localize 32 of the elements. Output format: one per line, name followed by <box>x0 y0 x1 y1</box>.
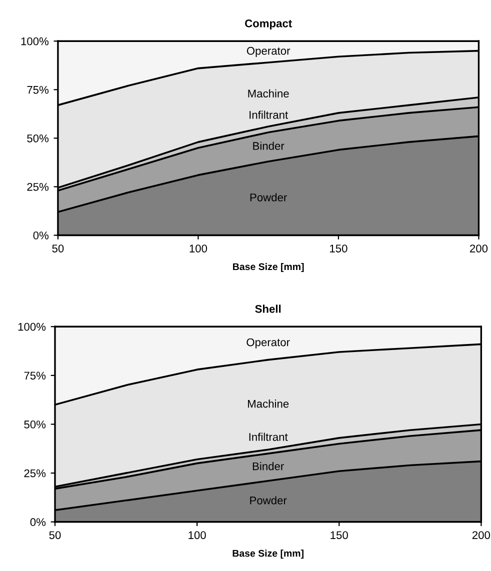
series-label: Machine <box>248 89 289 98</box>
y-tick-label: 0% <box>30 518 46 526</box>
y-tick-label: 100% <box>21 37 49 46</box>
y-tick-label: 0% <box>33 232 49 240</box>
x-tick-label: 50 <box>52 244 64 252</box>
x-tick-label: 200 <box>470 244 488 252</box>
series-label: Infiltrant <box>249 432 288 441</box>
y-tick-label: 50% <box>24 420 46 428</box>
x-tick-label: 100 <box>188 531 206 540</box>
x-axis-title: Base Size [mm] <box>232 550 304 559</box>
x-tick-label: 100 <box>190 244 208 252</box>
chart-title: Shell <box>255 304 281 313</box>
series-label: Powder <box>250 496 287 504</box>
x-tick-label: 200 <box>472 531 490 540</box>
series-label: Powder <box>250 193 287 202</box>
series-label: Binder <box>252 462 284 470</box>
y-tick-label: 75% <box>24 372 46 380</box>
y-tick-label: 75% <box>27 86 49 94</box>
series-label: Operator <box>246 338 290 348</box>
chart-title: Compact <box>245 19 292 30</box>
x-tick-label: 50 <box>49 531 61 540</box>
series-label: Binder <box>253 142 284 150</box>
y-tick-label: 100% <box>18 322 46 331</box>
x-tick-label: 150 <box>330 244 348 252</box>
x-axis-title: Base Size [mm] <box>233 262 304 272</box>
series-label: Operator <box>246 46 290 57</box>
series-label: Machine <box>248 400 289 408</box>
y-tick-label: 50% <box>27 134 49 142</box>
x-tick-label: 150 <box>330 531 348 540</box>
y-tick-label: 25% <box>27 182 49 191</box>
series-label: Infiltrant <box>250 110 288 119</box>
y-tick-label: 25% <box>24 469 46 478</box>
